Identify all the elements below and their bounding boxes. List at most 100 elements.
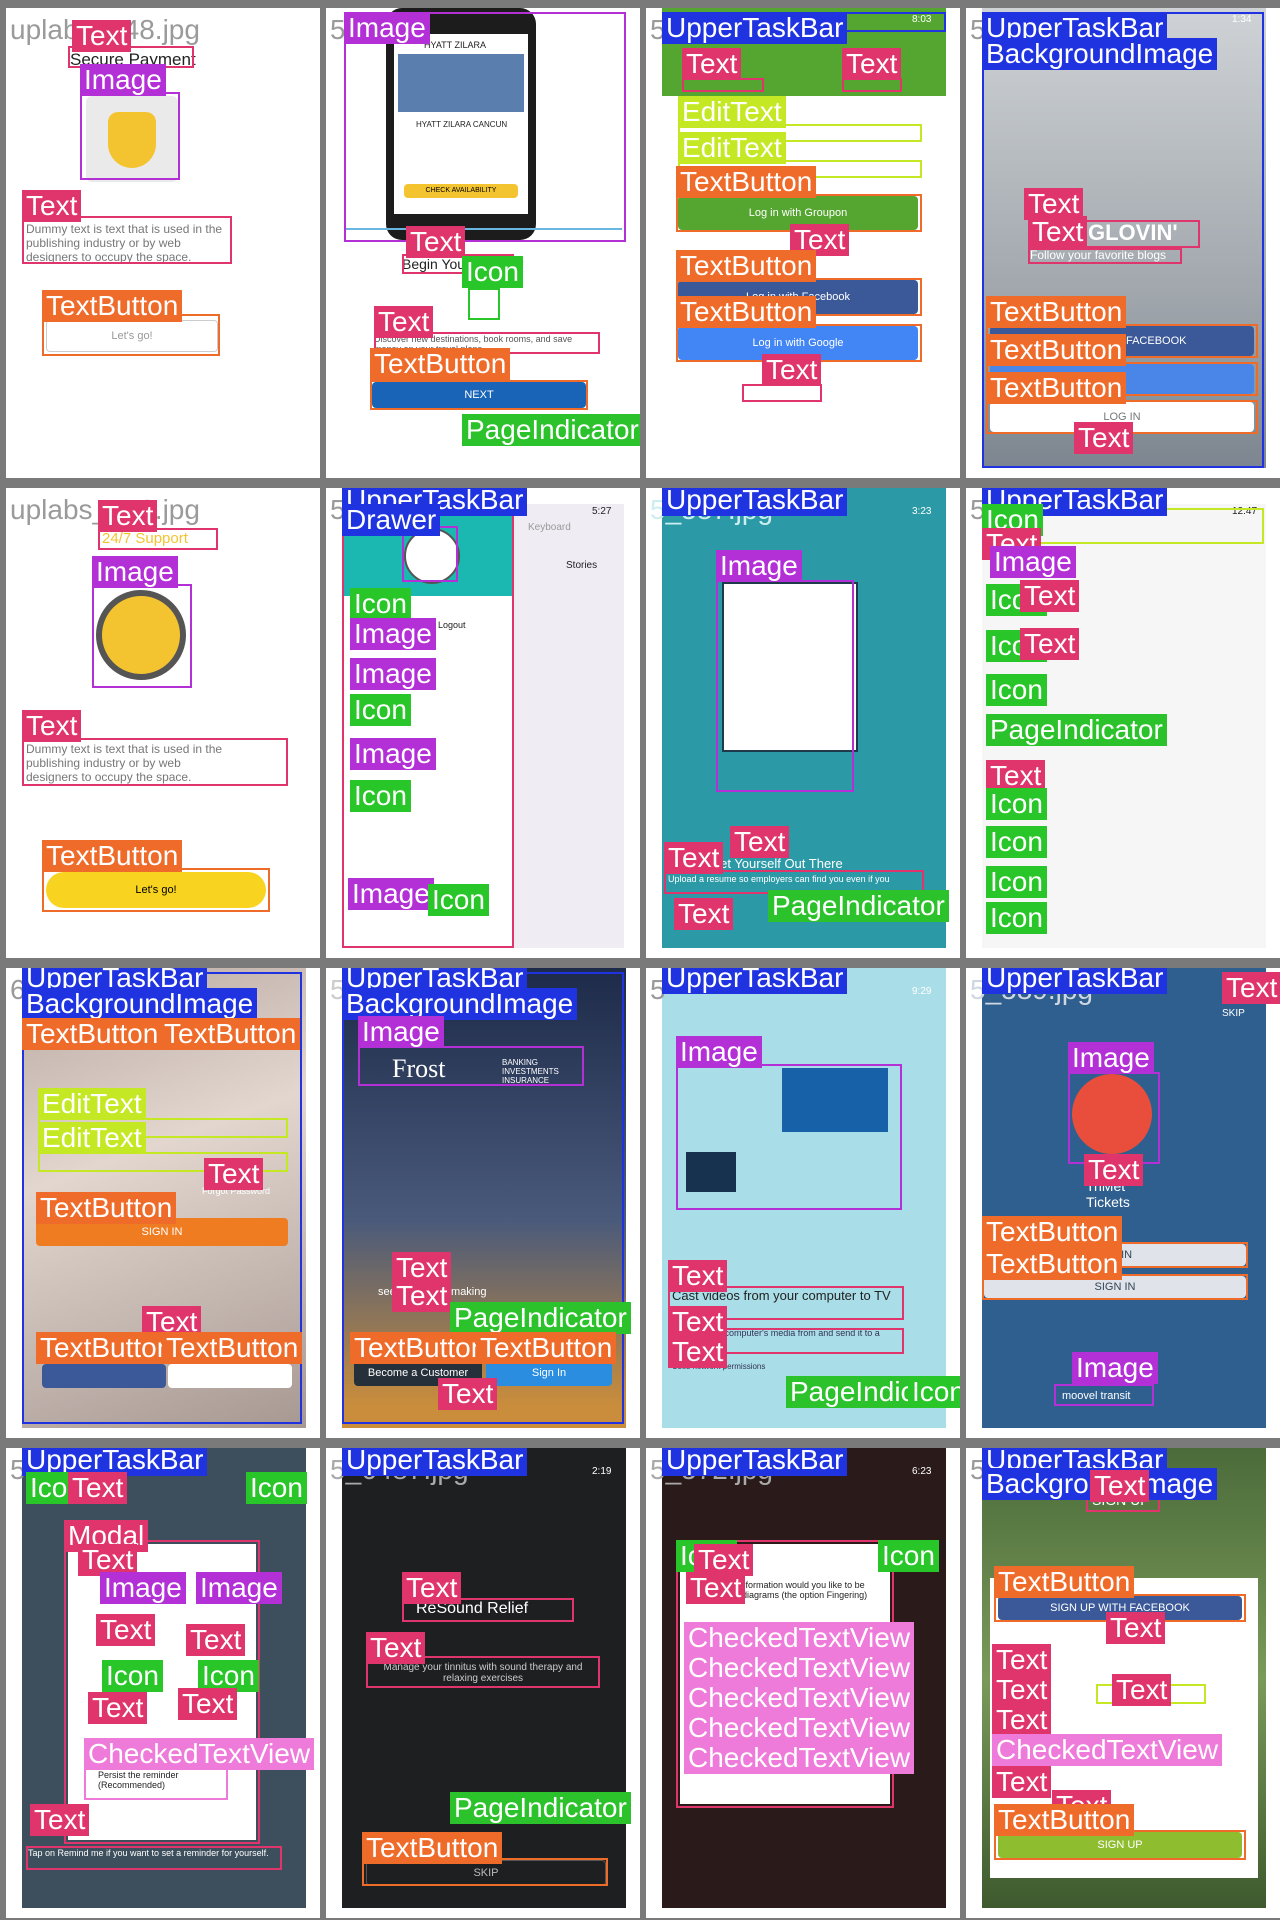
forgot-password-link[interactable]: Forgot Password bbox=[202, 1186, 271, 1196]
file-name: 5 bbox=[970, 494, 986, 525]
screen-reminder-modal: 5 Persist the reminder (Recommended) Tap… bbox=[6, 1448, 320, 1918]
ann-tag-text: Text bbox=[1084, 1154, 1144, 1186]
partner-logo: moovel transit bbox=[1062, 1390, 1131, 1402]
status-time: 6:23 bbox=[912, 1466, 932, 1477]
ann-tag-textbutton: TextButton bbox=[476, 1332, 617, 1364]
title: ReSound Relief bbox=[416, 1600, 529, 1617]
skip-link[interactable]: SKIP bbox=[1222, 1008, 1245, 1019]
google-login-button[interactable]: Log in with Google bbox=[678, 326, 918, 360]
phone-mockup-image: HYATT ZILARA HYATT ZILARA CANCUN CHECK A… bbox=[386, 8, 536, 240]
check-availability-button[interactable]: CHECK AVAILABILITY bbox=[404, 184, 518, 198]
ann-tag-drawer: Drawer bbox=[342, 504, 441, 536]
ann-tag-text: Text bbox=[986, 760, 1046, 792]
status-time: 12:47 bbox=[1232, 506, 1258, 517]
ann-tag-icon: Icon bbox=[350, 694, 411, 726]
google-button[interactable] bbox=[168, 1364, 292, 1388]
ann-tag-image: Image bbox=[1072, 1352, 1158, 1384]
ann-image bbox=[1068, 1072, 1160, 1164]
description: Manage your tinnitus with sound therapy … bbox=[383, 1662, 583, 1684]
sign-in-button[interactable]: SIGN IN bbox=[984, 1276, 1246, 1298]
ann-tag-text: Text bbox=[1112, 1674, 1172, 1706]
ann-image bbox=[358, 1046, 584, 1086]
ann-tag-text: Text bbox=[392, 1252, 452, 1284]
ann-text bbox=[22, 216, 232, 264]
ann-tag-checkedtextview: CheckedTextView bbox=[684, 1682, 915, 1714]
24hr-icon bbox=[96, 590, 186, 680]
ann-tag-icon: Icon bbox=[198, 1660, 259, 1692]
persist-reminder-checkbox[interactable]: Persist the reminder (Recommended) bbox=[98, 1770, 179, 1790]
ann-tag-text: Text bbox=[686, 1572, 746, 1604]
ann-tag-text: Text bbox=[992, 1644, 1052, 1676]
ann-tag-pageindicator: PageIndicator bbox=[450, 1302, 631, 1334]
ann-tag-textbutton: TextButton bbox=[370, 348, 511, 380]
sign-up-button[interactable]: SIGN UP bbox=[998, 1832, 1242, 1858]
ann-tag-background: BackgroundImage bbox=[22, 988, 258, 1020]
ann-tag-pageindicator: PageIndicator bbox=[768, 890, 949, 922]
ann-modal bbox=[64, 1540, 260, 1844]
ann-tag-icon: Icon bbox=[908, 1376, 960, 1408]
avatar bbox=[404, 528, 460, 584]
ann-tag-uppertaskbar: UpperTaskBar bbox=[982, 968, 1168, 994]
tagline: Follow your favorite blogs bbox=[1030, 248, 1167, 262]
file-name: 5 bbox=[330, 14, 346, 45]
tab-keyboard[interactable]: Keyboard bbox=[528, 522, 571, 533]
facebook-button[interactable] bbox=[42, 1364, 166, 1388]
ann-text bbox=[402, 1598, 574, 1622]
ann-tag-text: Text bbox=[1074, 422, 1134, 454]
ann-tag-textbutton: TextButton bbox=[362, 1832, 503, 1864]
resume-illustration-image bbox=[722, 582, 858, 752]
status-time: 8:03 bbox=[912, 14, 932, 25]
description: Dummy text is text that is used in the p… bbox=[26, 742, 223, 784]
ann-tag-text: Text bbox=[1090, 1470, 1150, 1502]
ann-textbutton bbox=[370, 380, 588, 410]
logout-link[interactable]: Logout bbox=[438, 620, 466, 630]
ann-tag-image: Image bbox=[196, 1572, 282, 1604]
ann-tag-textbutton: TextButton bbox=[42, 840, 183, 872]
ann-tag-icon: Icon bbox=[986, 674, 1047, 706]
ann-tag-icon: Icon bbox=[462, 256, 523, 288]
hotel-name: HYATT ZILARA bbox=[424, 40, 487, 50]
tab-stories[interactable]: Stories bbox=[566, 560, 598, 571]
ann-tag-text: Text bbox=[1024, 188, 1084, 220]
ann-tag-checkedtextview: CheckedTextView bbox=[84, 1738, 315, 1770]
ann-text bbox=[742, 384, 822, 402]
ann-tag-icon: Icon bbox=[986, 866, 1047, 898]
ann-tag-uppertaskbar: UpperTaskBar bbox=[662, 488, 848, 516]
next-button[interactable]: NEXT bbox=[372, 382, 586, 408]
screen-groupon-login: 5 8:03 Log in with Groupon Log in with F… bbox=[646, 8, 960, 478]
ann-tag-text: Text bbox=[1020, 580, 1080, 612]
lets-go-button[interactable]: Let's go! bbox=[46, 872, 266, 908]
ann-text bbox=[682, 78, 764, 92]
file-name: 5 bbox=[650, 14, 666, 45]
trimet-logo-icon bbox=[1072, 1074, 1152, 1154]
ann-edittext bbox=[38, 1152, 288, 1172]
ann-tag-background: BackgroundImage bbox=[982, 38, 1218, 70]
ann-tag-uppertaskbar: UpperTaskBar bbox=[662, 968, 848, 994]
ann-tag-text: Text bbox=[664, 842, 724, 874]
ann-tag-pageindicator: PageIndicator bbox=[450, 1792, 631, 1824]
ann-tag-textbutton: TextButton bbox=[986, 334, 1127, 366]
ann-tag-text: Text bbox=[790, 224, 850, 256]
ann-tag-text: Text bbox=[668, 1260, 728, 1292]
ann-tag-icon: Icon bbox=[986, 788, 1047, 820]
ann-tag-icon: Icon bbox=[878, 1540, 939, 1572]
ann-tag-image: Image bbox=[350, 738, 436, 770]
screen-bitmoji-drawer: 5 5:27 Keyboard Stories Logout UpperTask… bbox=[326, 488, 640, 958]
ann-tag-textbutton: TextButton bbox=[994, 1804, 1135, 1836]
ann-tag-text: Text bbox=[682, 48, 742, 80]
ann-tag-image: Image bbox=[344, 12, 430, 44]
ann-tag-text: Text bbox=[22, 710, 82, 742]
screen-cast-videos: 5 9:29 Cast videos from your computer to… bbox=[646, 968, 960, 1438]
sign-in-button[interactable]: Sign In bbox=[486, 1360, 612, 1386]
ann-image bbox=[80, 92, 180, 180]
ann-tag-text: Text bbox=[1020, 628, 1080, 660]
title: 24/7 Support bbox=[102, 530, 188, 547]
ann-tag-text: Text bbox=[1028, 216, 1088, 248]
screen-support: uplabs_158.jpg 24/7 Support Dummy text i… bbox=[6, 488, 320, 958]
screen-secure-payment: uplabs_148.jpg Secure Payment Dummy text… bbox=[6, 8, 320, 478]
ann-tag-textbutton: TextButton bbox=[160, 1018, 301, 1050]
ann-tag-text: Text bbox=[366, 1632, 426, 1664]
ann-tag-uppertaskbar: UpperTaskBar bbox=[662, 12, 848, 44]
ann-tag-background: BackgroundImage bbox=[342, 988, 578, 1020]
ann-tag-icon: Icon bbox=[246, 1472, 307, 1504]
